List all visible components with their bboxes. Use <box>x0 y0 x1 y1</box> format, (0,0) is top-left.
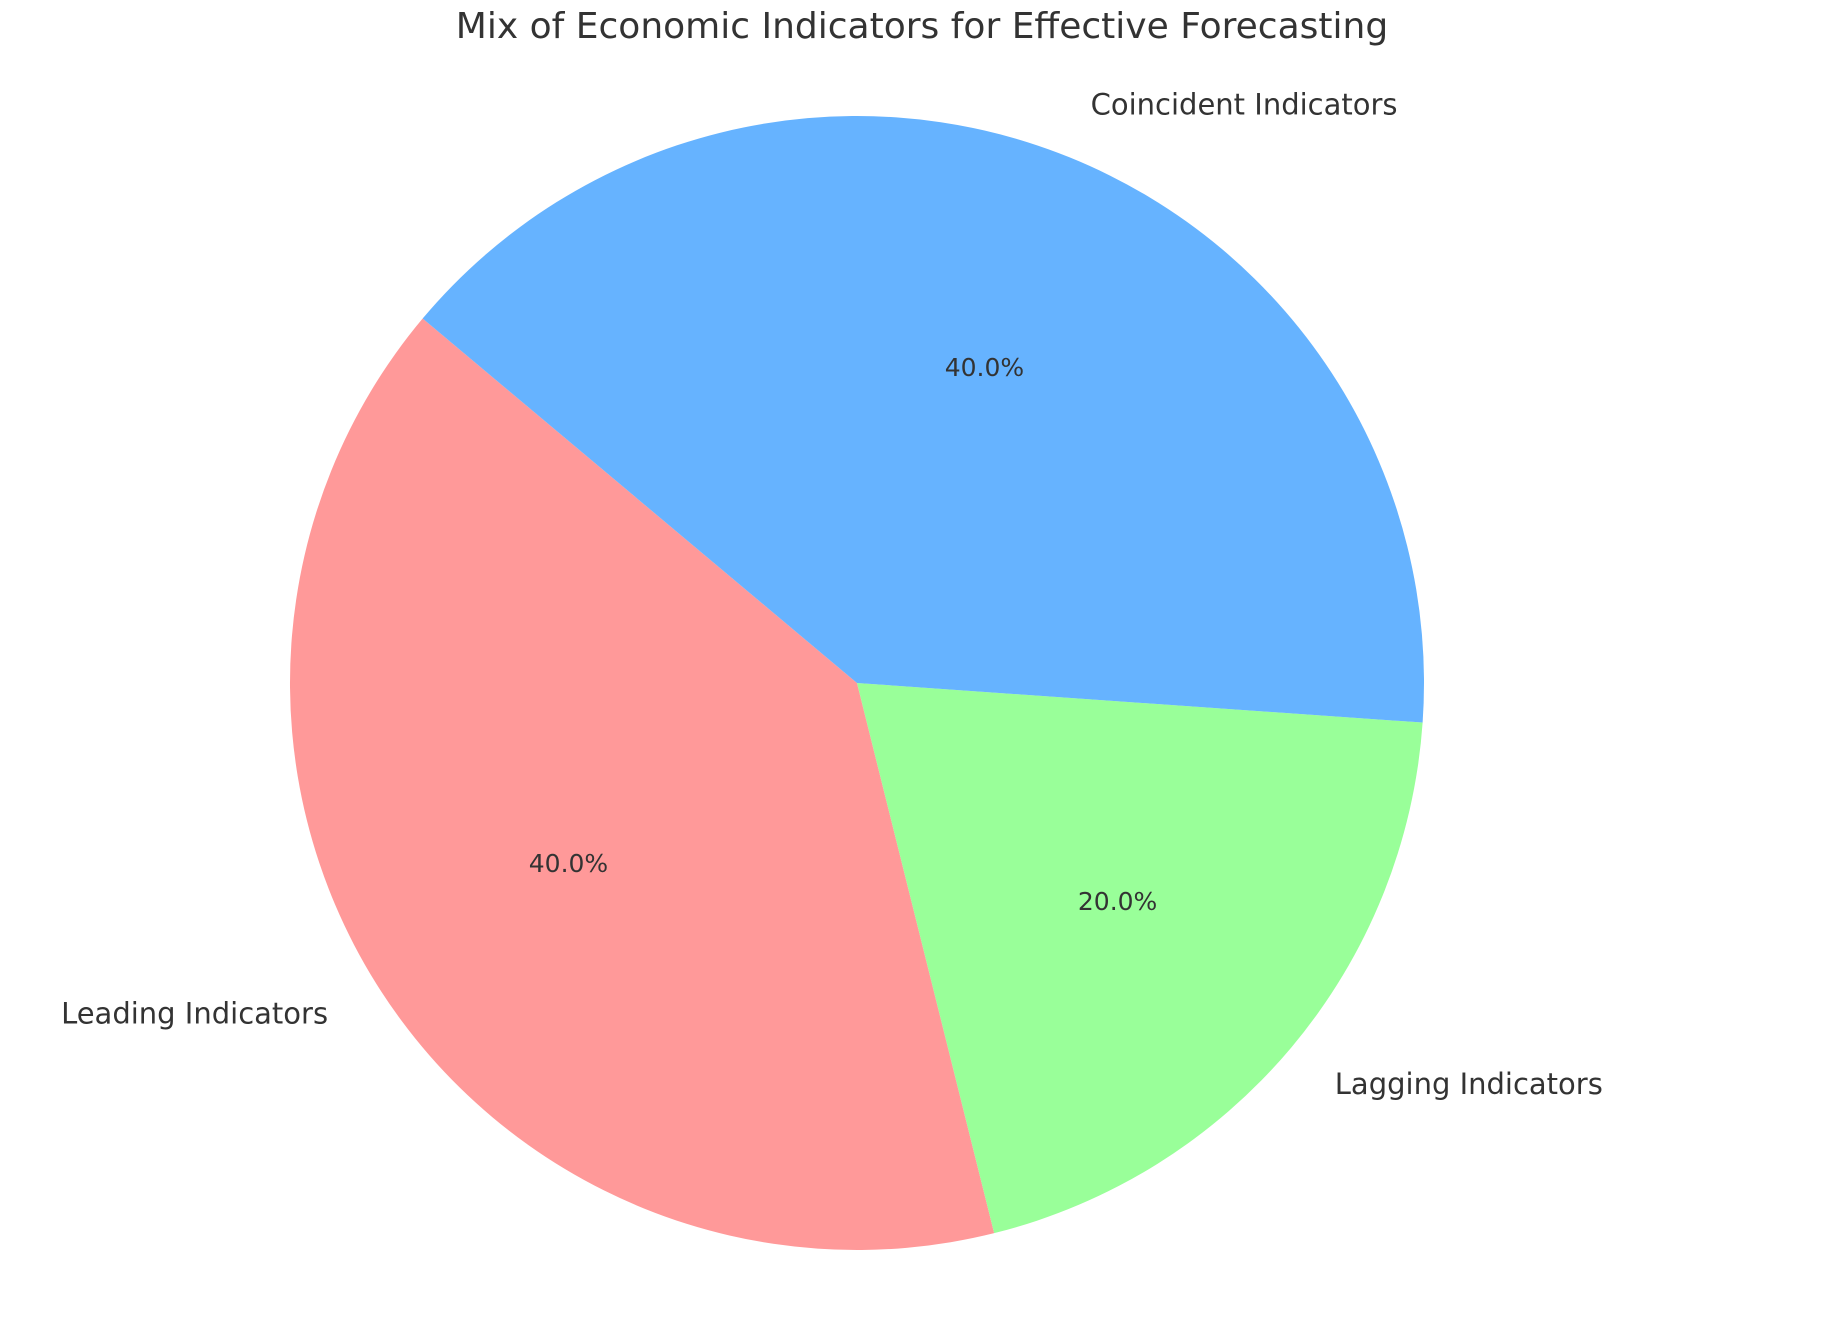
pie-percent-label: 40.0% <box>529 849 608 878</box>
pie-slices <box>289 115 1425 1251</box>
pie-slice-leading-indicators <box>289 318 995 1251</box>
pie-category-label: Leading Indicators <box>61 997 328 1031</box>
pie-category-label: Coincident Indicators <box>1091 88 1398 122</box>
pie-percent-label: 40.0% <box>945 353 1024 382</box>
pie-percent-label: 20.0% <box>1078 887 1157 916</box>
pie-slice-coincident-indicators <box>422 115 1425 723</box>
pie-category-label: Lagging Indicators <box>1335 1067 1603 1101</box>
pie-labels: 40.0% Leading Indicators 20.0% Lagging Indi… <box>61 88 1603 1101</box>
chart-title: Mix of Economic Indicators for Effective… <box>456 6 1388 47</box>
pie-slice-lagging-indicators <box>857 683 1423 1234</box>
